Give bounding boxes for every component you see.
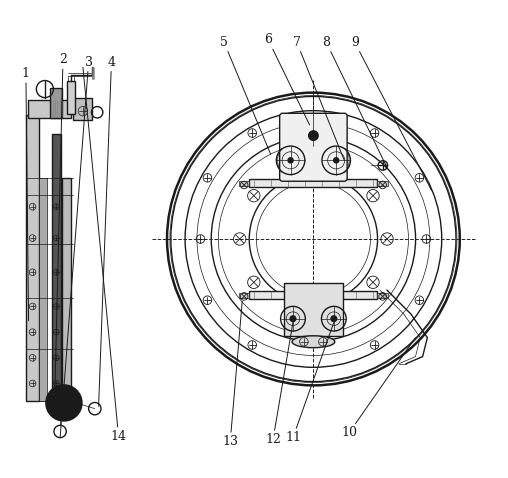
Text: 4: 4 xyxy=(99,56,115,406)
Text: 3: 3 xyxy=(60,56,92,438)
Text: 14: 14 xyxy=(83,67,126,443)
Text: 5: 5 xyxy=(220,36,271,154)
Bar xyxy=(249,179,377,187)
Ellipse shape xyxy=(292,336,335,348)
Circle shape xyxy=(334,158,339,163)
Text: 2: 2 xyxy=(55,54,67,392)
Bar xyxy=(249,291,377,299)
Text: 6: 6 xyxy=(264,33,309,125)
Circle shape xyxy=(46,385,82,421)
Bar xyxy=(28,99,71,118)
Bar xyxy=(377,182,388,186)
Bar xyxy=(283,282,343,336)
Bar xyxy=(377,293,388,298)
Circle shape xyxy=(288,158,293,163)
FancyBboxPatch shape xyxy=(280,113,347,181)
Text: 12: 12 xyxy=(265,322,293,446)
Text: 7: 7 xyxy=(293,36,344,160)
Bar xyxy=(67,81,75,114)
Circle shape xyxy=(60,399,68,407)
Bar xyxy=(239,182,249,186)
Bar xyxy=(26,116,39,401)
Bar xyxy=(39,178,47,401)
Bar xyxy=(61,178,71,401)
Text: 9: 9 xyxy=(351,36,431,190)
Text: 8: 8 xyxy=(322,36,387,167)
Text: 1: 1 xyxy=(22,67,30,321)
Text: 11: 11 xyxy=(285,322,334,444)
Circle shape xyxy=(290,316,296,322)
Circle shape xyxy=(309,131,318,141)
Bar xyxy=(239,293,249,298)
Bar xyxy=(50,87,62,118)
Bar xyxy=(52,134,60,391)
Bar xyxy=(74,98,92,120)
Circle shape xyxy=(331,316,337,322)
Text: 10: 10 xyxy=(341,337,416,439)
Text: 13: 13 xyxy=(222,301,242,448)
